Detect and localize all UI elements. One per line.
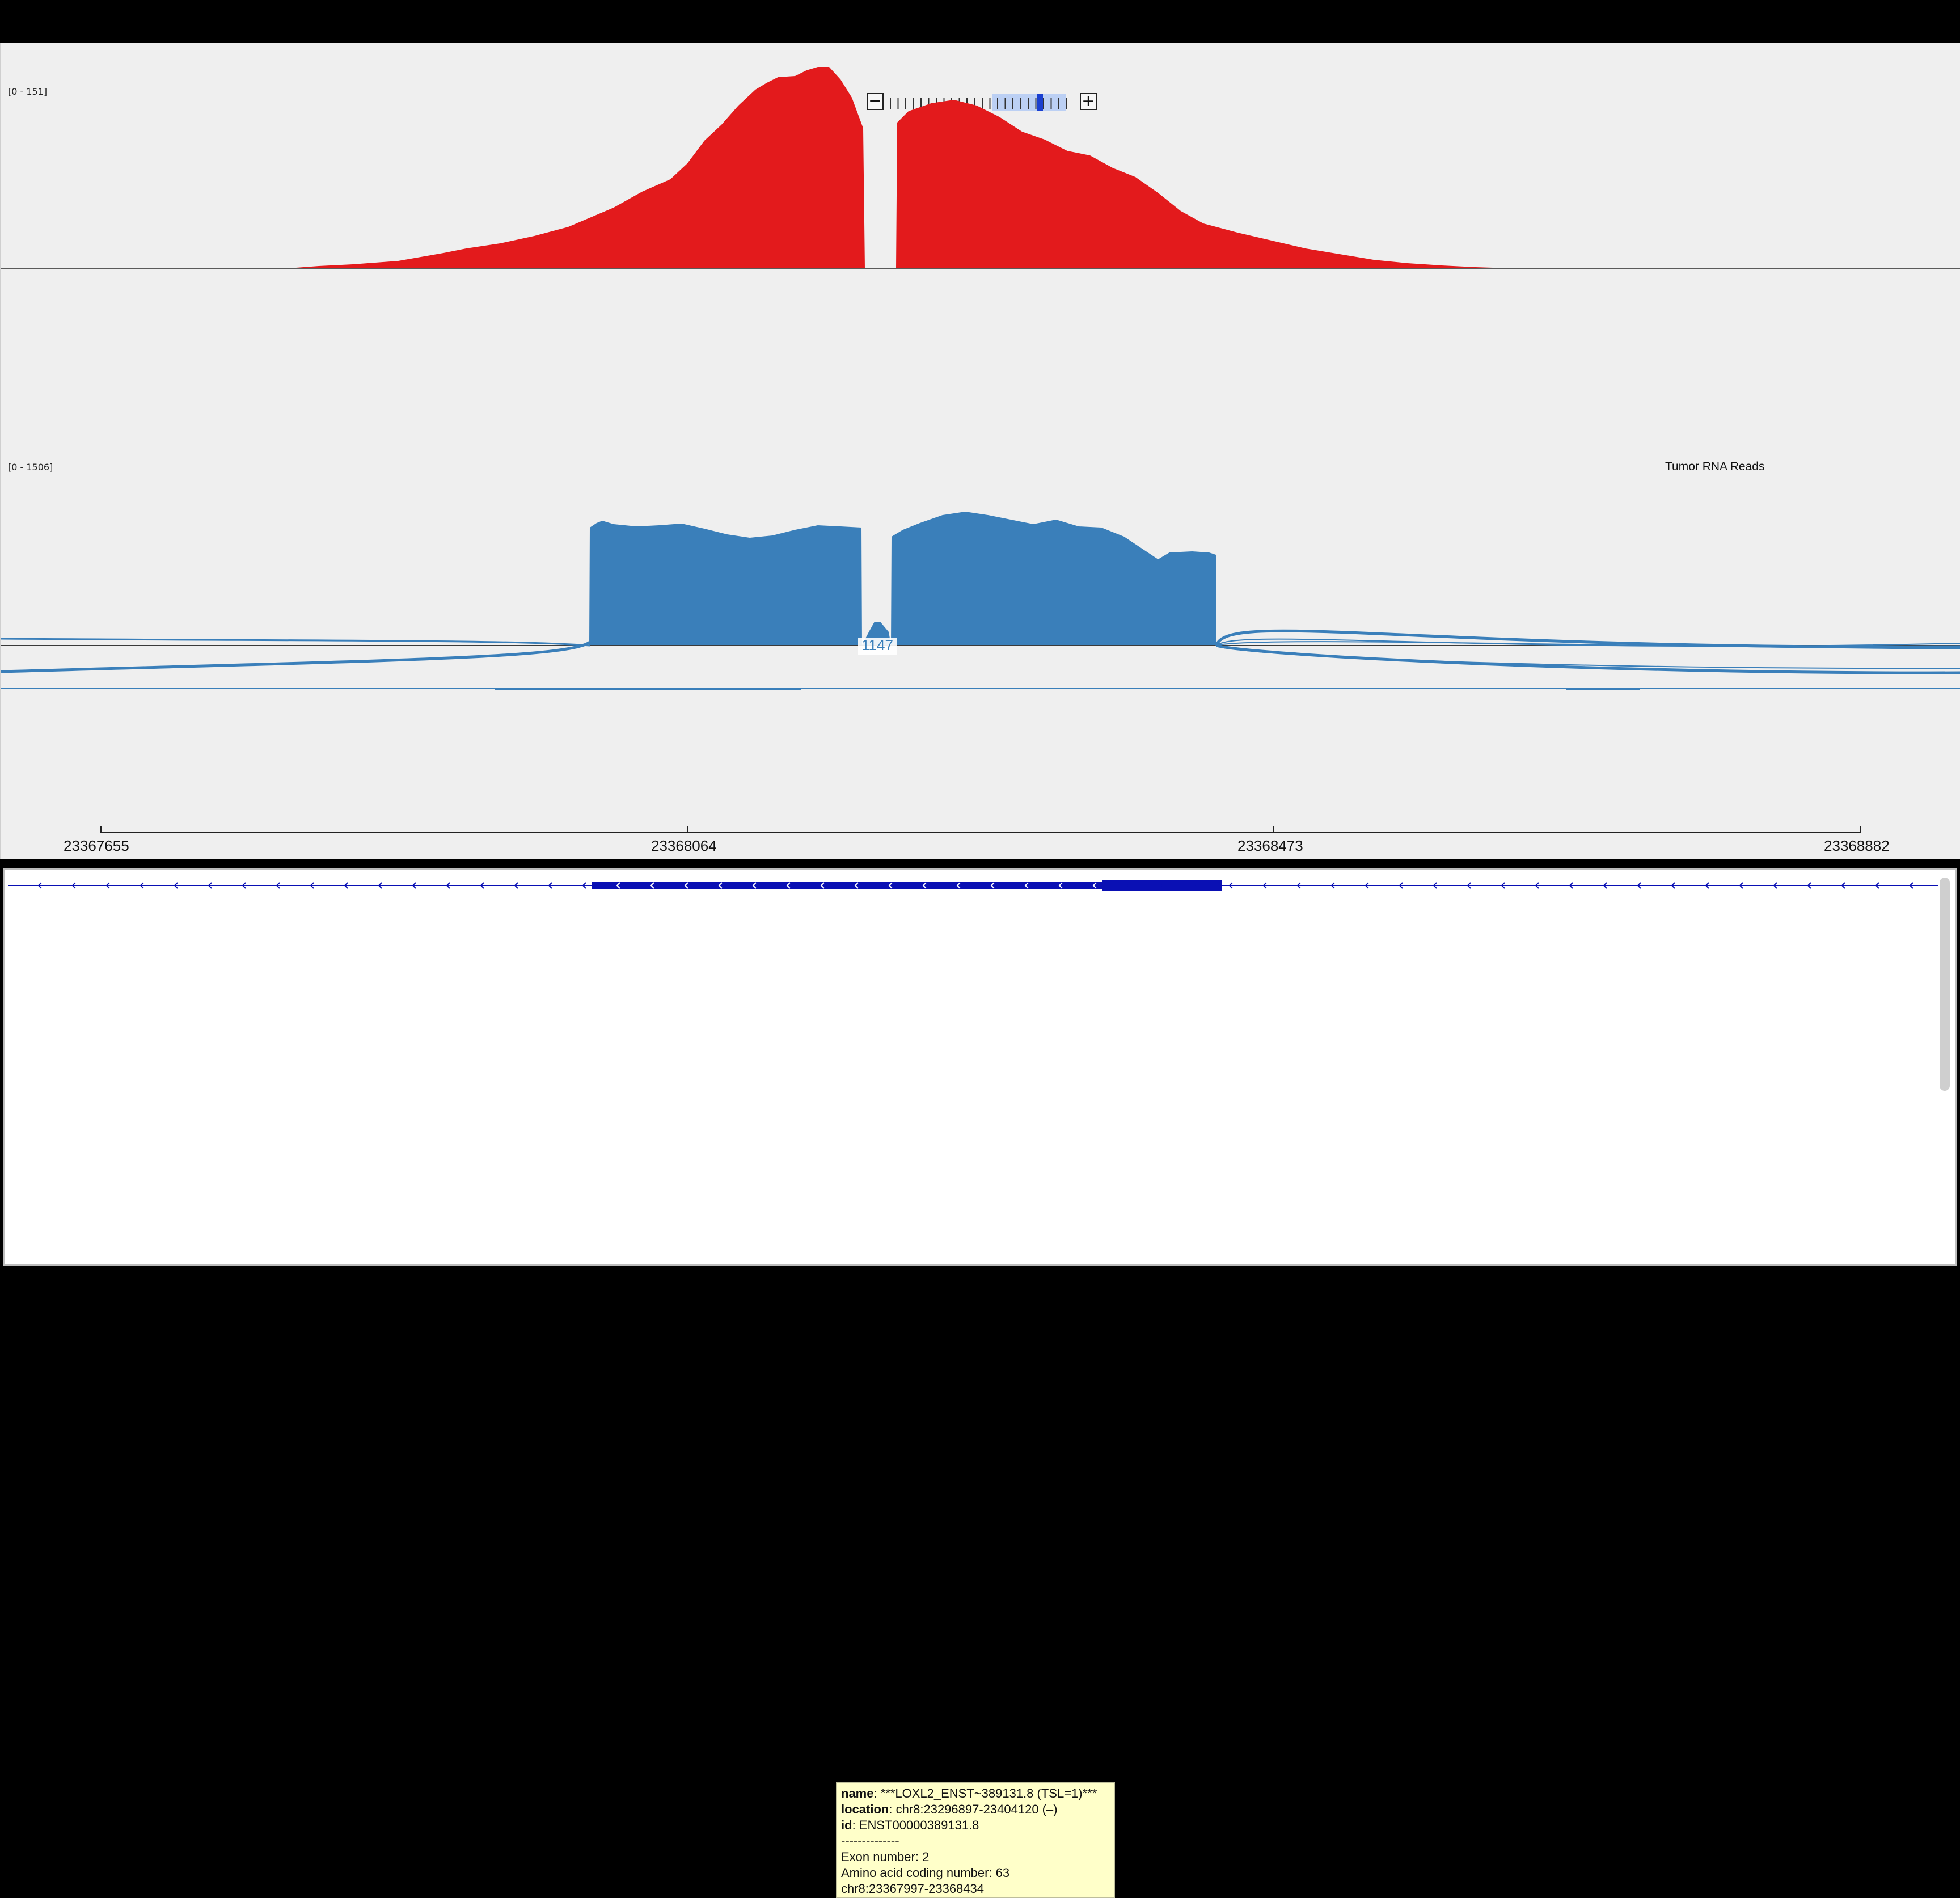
strand-direction-arrows-exon (616, 882, 1097, 889)
tooltip-exon-number: Exon number: 2 (841, 1850, 930, 1864)
strand-arrow (208, 882, 212, 889)
strand-arrow (616, 882, 620, 889)
strand-arrow (71, 882, 76, 889)
tooltip-id-row: id: ENST00000389131.8 (841, 1818, 979, 1832)
strand-arrow (174, 882, 178, 889)
strand-arrow (1365, 882, 1369, 889)
strand-arrow (514, 882, 518, 889)
junction-arc-right-3 (1216, 641, 1960, 649)
junction-arc-right-4 (1216, 644, 1960, 674)
tooltip-amino-acid-number: Amino acid coding number: 63 (841, 1866, 1010, 1880)
junction-arc-left-below (1, 640, 591, 673)
strand-arrow (650, 882, 654, 889)
strand-arrow (344, 882, 348, 889)
strand-arrow (888, 882, 893, 889)
strand-arrow (378, 882, 382, 889)
strand-arrow (1467, 882, 1471, 889)
strand-arrow (37, 882, 42, 889)
junction-arc-left-above (1, 638, 590, 647)
ruler-label-4: 23368882 (1824, 837, 1890, 854)
feature-panel-scrollbar[interactable] (1940, 878, 1950, 1091)
strand-arrow (718, 882, 723, 889)
strand-arrow (1603, 882, 1607, 889)
strand-arrow (1569, 882, 1573, 889)
strand-arrow (1228, 882, 1233, 889)
strand-arrow (1875, 882, 1879, 889)
feature-track-panel: name: ***LOXL2_ENST~389131.8 (TSL=1)*** … (3, 868, 1957, 1898)
strand-arrow (1841, 882, 1845, 889)
strand-arrow (820, 882, 825, 889)
strand-arrow (582, 882, 586, 889)
strand-arrow (276, 882, 280, 889)
tracks-panel: − + [0 - 151] [0 - 1506] Tumor RNA Reads (0, 43, 1960, 859)
strand-arrow (1330, 882, 1335, 889)
tooltip-name-row: name: ***LOXL2_ENST~389131.8 (TSL=1)*** (841, 1786, 1097, 1800)
zoom-out-button[interactable]: − (867, 93, 884, 110)
dna-coverage-area (24, 67, 1583, 269)
strand-arrow (1058, 882, 1063, 889)
window-title-bar (0, 0, 1960, 43)
strand-arrow (1637, 882, 1641, 889)
strand-arrow (1909, 882, 1913, 889)
rna-coverage-track[interactable]: 1147 (1, 440, 1960, 735)
dna-track-data-range: [0 - 151] (8, 86, 48, 97)
strand-arrow (1773, 882, 1777, 889)
splice-junction-arcs (1, 629, 1960, 690)
strand-arrow (446, 882, 450, 889)
rna-track-data-range: [0 - 1506] (8, 462, 53, 473)
strand-arrow (752, 882, 757, 889)
strand-arrow (956, 882, 961, 889)
strand-arrow (1671, 882, 1675, 889)
strand-arrow (412, 882, 416, 889)
strand-arrow (1126, 882, 1131, 889)
strand-arrow (1160, 882, 1165, 889)
strand-arrow (310, 882, 314, 889)
strand-arrow (548, 882, 552, 889)
strand-arrow (480, 882, 484, 889)
strand-arrow (922, 882, 927, 889)
tooltip-separator: -------------- (841, 1834, 899, 1848)
ruler-label-3: 23368473 (1237, 837, 1303, 854)
junction-count-background (858, 638, 897, 655)
strand-arrow (242, 882, 246, 889)
tooltip-exon-coordinates: chr8:23367997-23368434 (841, 1882, 985, 1896)
junction-count-label[interactable]: 1147 (861, 636, 893, 653)
strand-arrow (1433, 882, 1437, 889)
strand-arrow (1705, 882, 1709, 889)
ruler-label-2: 23368064 (651, 837, 717, 854)
strand-arrow (1501, 882, 1505, 889)
strand-arrow (1262, 882, 1267, 889)
strand-arrow (1024, 882, 1029, 889)
rna-track-name: Tumor RNA Reads (1665, 460, 1765, 473)
strand-arrow (1807, 882, 1811, 889)
gene-feature-track[interactable] (5, 870, 1938, 898)
strand-arrow (1739, 882, 1743, 889)
strand-arrow (105, 882, 110, 889)
strand-arrow (786, 882, 791, 889)
strand-arrow (990, 882, 995, 889)
strand-arrow (1535, 882, 1539, 889)
strand-arrow (1194, 882, 1199, 889)
gene-exon-utr[interactable] (592, 882, 1102, 889)
strand-arrow (1399, 882, 1403, 889)
strand-arrow (1296, 882, 1301, 889)
ruler-label-1: 23367655 (64, 837, 129, 854)
genomic-ruler (100, 826, 1861, 833)
rna-coverage-area (589, 512, 1216, 645)
strand-arrow (684, 882, 688, 889)
feature-tooltip: name: ***LOXL2_ENST~389131.8 (TSL=1)*** … (836, 1782, 1115, 1898)
tooltip-location-row: location: chr8:23296897-23404120 (–) (841, 1802, 1058, 1816)
dna-coverage-track[interactable] (1, 43, 1960, 281)
zoom-in-button[interactable]: + (1080, 93, 1097, 110)
strand-arrow (854, 882, 859, 889)
zoom-widget[interactable]: − + (867, 93, 1097, 112)
strand-arrow (140, 882, 144, 889)
strand-direction-arrows (37, 882, 1913, 889)
strand-arrow (1092, 882, 1097, 889)
junction-arc-right-5 (1216, 645, 1960, 669)
